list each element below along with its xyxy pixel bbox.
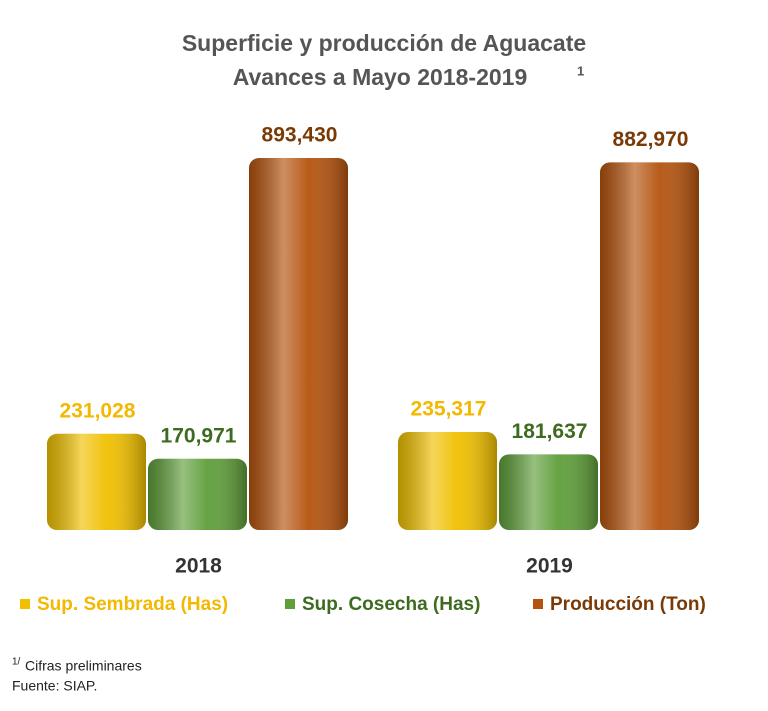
value-label: 231,028 [60,399,136,422]
footnote-mark: 1/ [12,657,21,668]
legend-swatch [20,599,30,609]
legend-label: Producción (Ton) [550,594,706,615]
source: Fuente: SIAP. [12,678,97,694]
bar-shine [249,158,348,530]
legend-label: Sup. Sembrada (Has) [37,594,228,615]
bar-shine [499,454,598,530]
subtitle-note: 1 [577,63,584,78]
bar-shine [148,458,247,530]
category-label: 2018 [175,555,222,578]
bar-shine [600,162,699,530]
value-label: 181,637 [512,420,588,443]
value-label: 882,970 [613,128,689,151]
value-label: 893,430 [262,124,338,147]
bar-shine [398,432,497,530]
legend-swatch [533,599,543,609]
legend-swatch [285,599,295,609]
chart-title: Superficie y producción de Aguacate [182,30,586,56]
bar-shine [47,433,146,530]
value-label: 235,317 [411,398,487,421]
category-label: 2019 [526,555,573,578]
footnote: Cifras preliminares [25,658,142,674]
value-label: 170,971 [161,424,237,447]
chart-subtitle: Avances a Mayo 2018-2019 [233,64,528,90]
legend-label: Sup. Cosecha (Has) [302,594,480,615]
